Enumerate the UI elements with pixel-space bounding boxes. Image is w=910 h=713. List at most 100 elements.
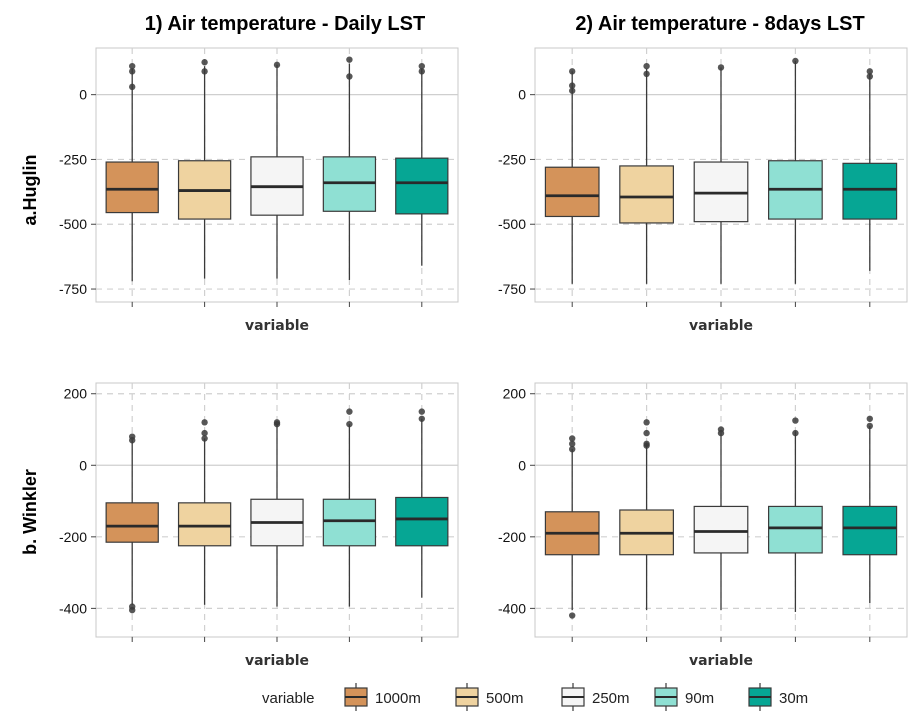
column-title-8days: 2) Air temperature - 8days LST	[575, 13, 864, 35]
outlier-point	[866, 422, 873, 430]
row-label-huglin: a.Huglin	[20, 155, 40, 226]
outlier-point	[569, 612, 576, 619]
box-1000m	[544, 435, 600, 619]
box-iqr	[105, 502, 159, 543]
box-90m	[322, 56, 377, 280]
outlier-point	[201, 68, 208, 75]
box-1000m	[105, 62, 159, 282]
legend-item-1000m: 1000m	[344, 683, 421, 711]
y-tick-label: 200	[64, 386, 88, 402]
panel-1: 0 -250 -500 -750 variable	[59, 47, 459, 334]
outlier-point	[129, 606, 136, 614]
outlier-point	[273, 61, 281, 69]
outlier-point	[717, 64, 725, 71]
outlier-point	[569, 87, 576, 94]
outlier-point	[129, 437, 136, 444]
outlier-point	[792, 429, 799, 437]
y-tick-label: 0	[518, 457, 526, 473]
y-tick-label: 0	[79, 87, 87, 103]
panel-2: 0 -250 -500 -750 variable	[498, 47, 908, 334]
outlier-point	[643, 429, 650, 437]
y-tick-label: 0	[79, 457, 87, 473]
y-tick-label: -400	[59, 600, 87, 616]
legend-label: 500m	[486, 690, 524, 707]
x-axis-label: variable	[689, 318, 753, 334]
box-1000m	[105, 433, 159, 614]
outlier-point	[866, 73, 873, 80]
y-tick-label: -500	[498, 216, 526, 232]
box-iqr	[842, 505, 898, 556]
box-500m	[619, 62, 674, 284]
y-tick-label: -200	[59, 529, 87, 545]
x-axis-label: variable	[245, 318, 309, 334]
outlier-point	[643, 419, 650, 426]
legend-title: variable	[262, 690, 315, 707]
legend-item-500m: 500m	[455, 683, 524, 711]
outlier-point	[569, 445, 576, 453]
y-tick-label: 0	[518, 87, 526, 103]
row-label-winkler: b. Winkler	[20, 469, 40, 555]
outlier-point	[569, 82, 576, 89]
panel-4: 200 0 -200 -400 variable	[498, 382, 908, 669]
box-90m	[768, 417, 823, 612]
outlier-point	[346, 420, 353, 428]
box-iqr	[395, 496, 449, 547]
box-iqr	[619, 165, 674, 224]
outlier-point	[643, 70, 650, 78]
panels-group: 0 -250 -500 -750 variable 0 -250 -500 -750 variab…	[59, 47, 908, 669]
box-30m	[842, 415, 898, 604]
outlier-point	[569, 68, 576, 75]
box-250m	[693, 426, 749, 611]
outlier-point	[201, 59, 208, 66]
outlier-point	[346, 56, 353, 63]
box-iqr	[322, 498, 377, 547]
outlier-point	[129, 68, 136, 75]
outlier-point	[643, 62, 650, 70]
outlier-point	[569, 440, 576, 448]
panel-3: 200 0 -200 -400 variable	[59, 382, 459, 669]
box-1000m	[544, 68, 600, 284]
x-axis-label: variable	[689, 653, 753, 669]
box-30m	[842, 68, 898, 271]
box-90m	[768, 57, 823, 284]
legend-item-90m: 90m	[654, 683, 714, 711]
outlier-point	[346, 408, 353, 415]
box-iqr	[395, 157, 449, 215]
outlier-point	[866, 415, 873, 422]
box-iqr	[105, 161, 159, 214]
outlier-point	[201, 429, 208, 437]
box-500m	[177, 59, 232, 279]
outlier-point	[201, 419, 208, 426]
box-250m	[250, 419, 304, 607]
y-tick-label: -400	[498, 600, 526, 616]
box-iqr	[544, 166, 600, 218]
outlier-point	[273, 420, 281, 428]
box-iqr	[842, 162, 898, 220]
legend-item-250m: 250m	[561, 683, 630, 711]
box-250m	[250, 61, 304, 279]
y-tick-label: -750	[59, 281, 87, 297]
y-tick-label: -250	[59, 151, 87, 167]
outlier-point	[129, 83, 136, 91]
box-30m	[395, 62, 449, 266]
legend-label: 1000m	[375, 690, 421, 707]
box-90m	[322, 408, 377, 607]
outlier-point	[792, 417, 799, 424]
outlier-point	[569, 435, 576, 442]
y-tick-label: -250	[498, 151, 526, 167]
legend-item-30m: 30m	[748, 683, 808, 711]
box-iqr	[177, 502, 232, 547]
outlier-point	[201, 435, 208, 442]
box-iqr	[768, 505, 823, 554]
y-tick-label: -200	[498, 529, 526, 545]
outlier-point	[418, 415, 425, 422]
outlier-point	[792, 57, 799, 65]
outlier-point	[346, 73, 353, 80]
box-30m	[395, 408, 449, 598]
y-tick-label: -500	[59, 216, 87, 232]
legend: variable 1000m 500m 250m 90m 30m	[262, 683, 808, 711]
outlier-point	[418, 68, 425, 75]
column-title-daily: 1) Air temperature - Daily LST	[145, 13, 425, 35]
box-iqr	[693, 505, 749, 554]
